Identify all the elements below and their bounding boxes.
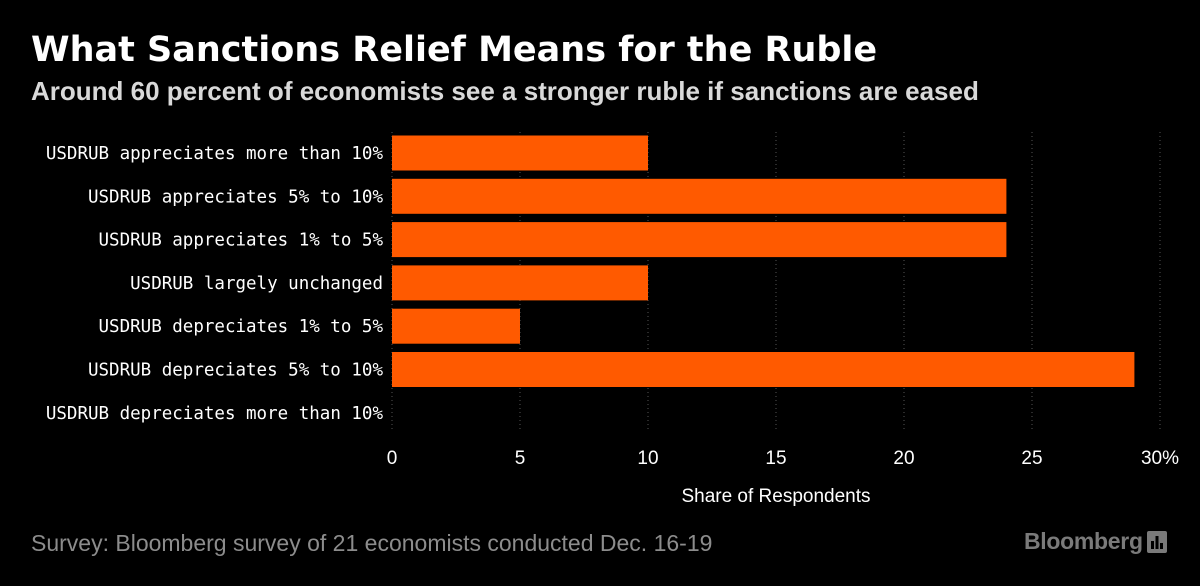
bar	[392, 135, 648, 171]
x-tick-label: 20	[893, 448, 914, 469]
category-label: USDRUB depreciates 1% to 5%	[99, 317, 384, 337]
brand-name: Bloomberg	[1024, 528, 1143, 554]
bar	[392, 352, 1135, 387]
x-tick-labels: 0 5 10 15 20 25 30%	[387, 448, 1179, 469]
category-labels: USDRUB appreciates more than 10% USDRUB a…	[46, 144, 384, 424]
x-tick-label: 30%	[1141, 448, 1179, 469]
chart-subtitle: Around 60 percent of economists see a st…	[31, 76, 979, 106]
category-label: USDRUB depreciates 5% to 10%	[88, 361, 383, 381]
chart-title: What Sanctions Relief Means for the Rubl…	[31, 30, 878, 70]
x-tick-label: 15	[765, 448, 786, 469]
bar	[392, 265, 648, 301]
category-label: USDRUB largely unchanged	[130, 274, 383, 294]
x-tick-label: 5	[515, 448, 526, 469]
category-label: USDRUB depreciates more than 10%	[46, 404, 384, 424]
x-axis-label: Share of Respondents	[681, 486, 870, 507]
category-label: USDRUB appreciates more than 10%	[46, 144, 384, 164]
bars	[392, 135, 1135, 387]
x-tick-label: 0	[387, 448, 398, 469]
source-note: Survey: Bloomberg survey of 21 economist…	[31, 530, 713, 556]
bar	[392, 222, 1007, 258]
bar-chart-icon	[1146, 530, 1167, 553]
bar	[392, 308, 520, 344]
x-tick-label: 25	[1021, 448, 1042, 469]
bar	[392, 178, 1007, 214]
category-label: USDRUB appreciates 5% to 10%	[88, 187, 383, 207]
x-tick-label: 10	[637, 448, 658, 469]
bloomberg-logo: Bloomberg	[1024, 528, 1167, 555]
category-label: USDRUB appreciates 1% to 5%	[99, 231, 384, 251]
